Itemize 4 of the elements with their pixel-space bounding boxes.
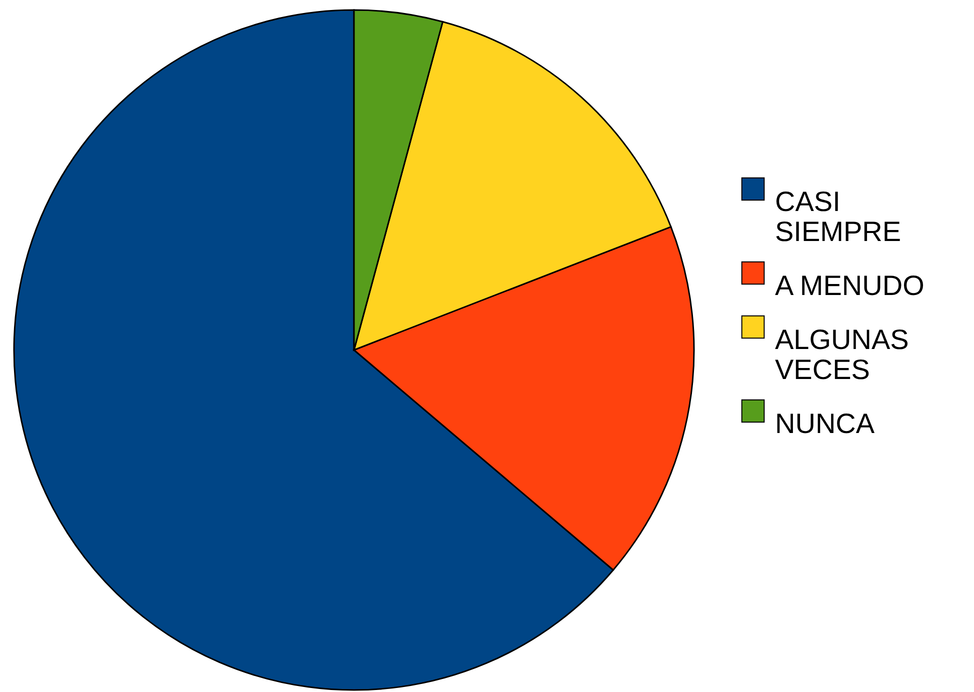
legend-label: A MENUDO [775, 270, 924, 301]
legend-label: NUNCA [775, 408, 875, 439]
legend-label: CASI SIEMPRE [775, 186, 902, 247]
legend-label: ALGUNAS VECES [775, 324, 909, 385]
